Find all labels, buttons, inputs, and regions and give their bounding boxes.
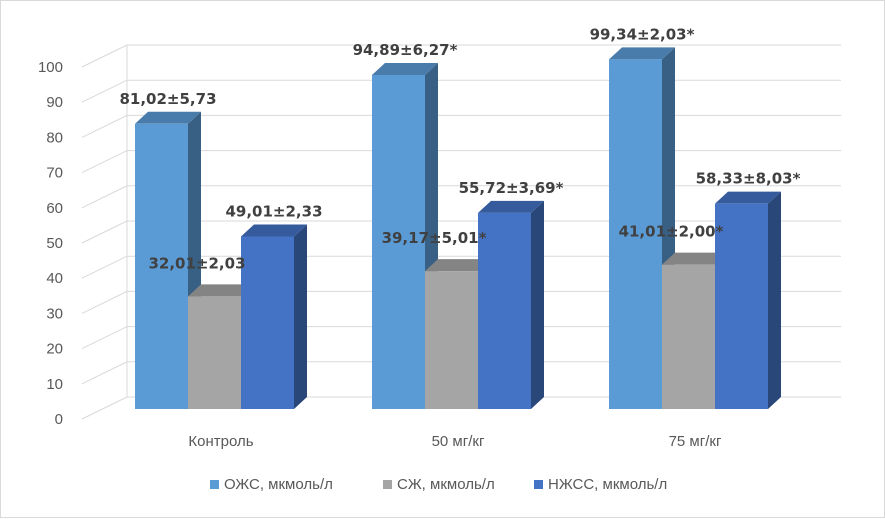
gridline-50	[81, 220, 841, 244]
bar-2-2	[715, 191, 781, 409]
y-tick-label-0: 0	[55, 411, 63, 428]
category-label-2: 75 мг/кг	[669, 433, 722, 450]
bar-0-1-front	[372, 74, 425, 410]
bar-2-1	[478, 200, 544, 409]
bar-2-1-front	[478, 212, 531, 409]
data-label-0-0: 81,02±5,73	[119, 90, 216, 108]
gridline-0	[81, 396, 841, 420]
gridline-10	[81, 361, 841, 385]
bar-2-0-top	[241, 224, 307, 237]
data-label-2-1: 55,72±3,69*	[459, 179, 564, 197]
bar-0-1-top	[372, 62, 438, 75]
data-label-2-2: 58,33±8,03*	[696, 170, 801, 188]
bars	[135, 47, 781, 410]
data-label-2-0: 49,01±2,33	[225, 202, 322, 220]
legend: ОЖС, мкмоль/л СЖ, мкмоль/л НЖСС, мкмоль/л	[210, 476, 667, 493]
y-tick-label-10: 10	[46, 376, 63, 393]
bar-2-1-top	[478, 200, 544, 213]
data-label-0-2: 99,34±2,03*	[590, 25, 695, 43]
y-tick-label-100: 100	[38, 59, 63, 76]
y-tick-label-70: 70	[46, 165, 63, 182]
legend-item-2: НЖСС, мкмоль/л	[534, 476, 667, 493]
legend-swatch-0	[210, 480, 219, 489]
legend-label-2: НЖСС, мкмоль/л	[548, 476, 667, 493]
category-label-0: Контроль	[188, 433, 253, 450]
bar-0-2-front	[609, 59, 662, 409]
bar-2-2-top	[715, 191, 781, 204]
bar-2-0	[241, 224, 307, 409]
legend-label-0: ОЖС, мкмоль/л	[224, 476, 333, 493]
bar-1-1-top	[425, 259, 491, 272]
data-labels: 81,02±5,73 32,01±2,03 49,01±2,33 94,89±6,27…	[119, 25, 800, 272]
y-tick-label-90: 90	[46, 94, 63, 111]
legend-label-1: СЖ, мкмоль/л	[397, 476, 495, 493]
category-label-1: 50 мг/кг	[432, 433, 485, 450]
chart-walls	[81, 44, 841, 420]
x-axis-categories: Контроль 50 мг/кг 75 мг/кг	[188, 433, 722, 450]
data-label-0-1: 94,89±6,27*	[353, 41, 458, 59]
y-tick-label-30: 30	[46, 305, 63, 322]
bar-2-1-side	[531, 200, 544, 409]
gridline-90	[81, 79, 841, 103]
legend-swatch-2	[534, 480, 543, 489]
bar-2-2-side	[768, 191, 781, 409]
legend-swatch-1	[383, 480, 392, 489]
data-label-1-2: 41,01±2,00*	[619, 223, 724, 241]
bar-2-0-side	[294, 224, 307, 409]
legend-item-1: СЖ, мкмоль/л	[383, 476, 495, 493]
data-label-1-0: 32,01±2,03	[148, 254, 245, 272]
bar-1-0	[188, 284, 254, 409]
gridline-80	[81, 114, 841, 138]
gridline-30	[81, 290, 841, 314]
bar-0-2-top	[609, 47, 675, 60]
data-label-1-1: 39,17±5,01*	[382, 229, 487, 247]
y-tick-label-60: 60	[46, 200, 63, 217]
bar-0-0-front	[135, 123, 188, 409]
bar-1-2-front	[662, 264, 715, 409]
y-tick-label-40: 40	[46, 270, 63, 287]
bar-2-2-front	[715, 203, 768, 409]
y-tick-label-50: 50	[46, 235, 63, 252]
gridline-70	[81, 150, 841, 174]
bar-1-1-front	[425, 271, 478, 409]
bar-1-0-front	[188, 296, 241, 409]
gridline-40	[81, 255, 841, 279]
gridline-20	[81, 326, 841, 350]
y-tick-label-20: 20	[46, 341, 63, 358]
y-axis-ticks: 0 10 20 30 40 50 60 70 80 90 100	[38, 59, 63, 428]
bar-0-0-top	[135, 111, 201, 124]
legend-item-0: ОЖС, мкмоль/л	[210, 476, 333, 493]
bar-1-2-top	[662, 252, 728, 265]
bar-2-0-front	[241, 236, 294, 409]
gridline-60	[81, 185, 841, 209]
y-tick-label-80: 80	[46, 129, 63, 146]
bar-1-0-top	[188, 284, 254, 297]
gridline-100	[81, 44, 841, 68]
